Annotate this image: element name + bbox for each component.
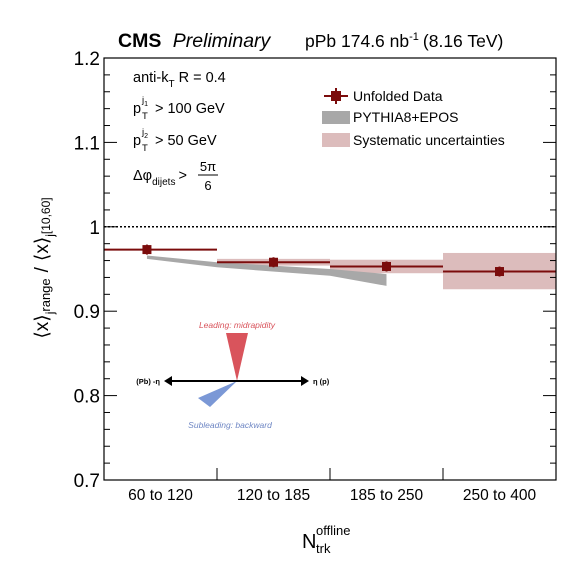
xlabel-sub: trk bbox=[316, 541, 331, 556]
pt2-label: p bbox=[133, 133, 141, 149]
pt2-sup: j bbox=[141, 127, 144, 138]
xlabel-sup: offline bbox=[316, 523, 350, 538]
y-tick-label: 0.9 bbox=[74, 302, 100, 323]
y-tick-label: 0.8 bbox=[74, 387, 100, 408]
legend-mc-label: PYTHIA8+EPOS bbox=[353, 109, 458, 125]
legend-data-marker bbox=[331, 91, 341, 101]
dphi-denominator: 6 bbox=[204, 178, 211, 193]
ylabel-den-subsub: [10,60] bbox=[39, 197, 53, 234]
svg-text:anti-kTR = 0.4: anti-kT R = 0.4 bbox=[133, 70, 226, 90]
subleading-jet-cone bbox=[198, 381, 237, 407]
pt1-supsub: 1 bbox=[144, 101, 148, 108]
left-eta-label: (Pb) -η bbox=[136, 377, 160, 386]
pt1-label: p bbox=[133, 101, 141, 117]
energy-label: (8.16 TeV) bbox=[423, 31, 503, 51]
leading-jet-cone bbox=[226, 333, 248, 381]
experiment-label: CMS bbox=[118, 30, 161, 52]
data-point-2 bbox=[269, 257, 278, 267]
dphi-numerator: 5π bbox=[200, 159, 216, 174]
pt2-sub: T bbox=[142, 143, 148, 154]
pt1-sub: T bbox=[142, 111, 148, 122]
x-tick-label: 185 to 250 bbox=[350, 487, 424, 504]
ylabel-div: / bbox=[32, 266, 53, 272]
x-tick-label: 60 to 120 bbox=[128, 487, 193, 504]
right-eta-label: η (p) bbox=[313, 377, 330, 386]
svg-text:p: p bbox=[133, 101, 141, 117]
ylabel-den: ⟨x⟩ bbox=[32, 237, 53, 261]
lumi-exponent: -1 bbox=[409, 31, 419, 43]
subleading-label: Subleading: backward bbox=[188, 420, 272, 430]
x-tick-label: 250 to 400 bbox=[463, 487, 537, 504]
legend-data-label: Unfolded Data bbox=[353, 88, 443, 104]
jet-algo-label: anti-k bbox=[133, 70, 169, 86]
jet-algo-sub: T bbox=[168, 79, 174, 90]
legend-mc-swatch bbox=[322, 111, 350, 124]
legend: Unfolded Data PYTHIA8+EPOS Systematic un… bbox=[322, 88, 505, 148]
pt1-sup: j bbox=[141, 95, 144, 106]
dphi-sub: dijets bbox=[152, 177, 175, 188]
y-tick-label: 1 bbox=[89, 218, 100, 239]
legend-syst-label: Systematic uncertainties bbox=[353, 132, 505, 148]
svg-text:CMS Preliminary: CMS Preliminary bbox=[118, 30, 272, 52]
y-tick-label: 1.1 bbox=[74, 133, 100, 154]
xlabel-base: N bbox=[302, 531, 316, 553]
data-point-4 bbox=[495, 267, 504, 277]
leading-label: Leading: midrapidity bbox=[199, 320, 276, 330]
pt1-cut: > 100 GeV bbox=[155, 101, 225, 117]
legend-syst-swatch bbox=[322, 133, 350, 147]
ylabel-subsub: range bbox=[38, 278, 53, 311]
data-point-3 bbox=[382, 261, 391, 271]
data-point-1 bbox=[142, 245, 152, 255]
lumi-label: pPb 174.6 nb bbox=[305, 31, 409, 51]
svg-text:pPb 174.6 nb-1(8.16 TeV): pPb 174.6 nb-1 (8.16 TeV) bbox=[305, 31, 503, 51]
y-axis-title: ⟨x⟩jrange/⟨x⟩j[10,60] bbox=[32, 197, 57, 338]
svg-text:j1: j1 bbox=[141, 95, 148, 108]
ylabel-sub: j bbox=[43, 312, 57, 316]
x-tick-label: 120 to 185 bbox=[237, 487, 310, 504]
svg-text:p: p bbox=[133, 133, 141, 149]
dphi-label: Δφ bbox=[133, 168, 152, 184]
y-tick-label: 0.7 bbox=[74, 471, 100, 492]
svg-text:Δφdijets>: Δφdijets > bbox=[133, 168, 187, 188]
pt2-cut: > 50 GeV bbox=[155, 133, 217, 149]
right-arrow-icon bbox=[301, 376, 309, 386]
status-label: Preliminary bbox=[173, 30, 272, 52]
pt2-supsub: 2 bbox=[144, 133, 148, 140]
mc-band bbox=[146, 255, 387, 286]
cut-annotations: anti-kT R = 0.4 p j1 T > 100 GeV p j2 T >… bbox=[133, 70, 226, 193]
plot-area: 0.7 0.8 0.9 1 1.1 1.2 60 to 120 120 to 185 185 t… bbox=[74, 49, 557, 504]
dphi-op: > bbox=[178, 168, 186, 184]
ylabel-den-sub: j bbox=[43, 234, 57, 238]
jet-radius-label: R = 0.4 bbox=[179, 70, 226, 86]
x-axis-title: N offline trk bbox=[302, 523, 350, 556]
ylabel-main: ⟨x⟩ bbox=[32, 314, 53, 338]
svg-text:j2: j2 bbox=[141, 127, 148, 140]
rapidity-sketch: Leading: midrapidity Subleading: backwar… bbox=[136, 320, 329, 430]
left-arrow-icon bbox=[164, 376, 172, 386]
svg-text:⟨x⟩jrange/⟨x⟩j[10,60]: ⟨x⟩jrange/⟨x⟩j[10,60] bbox=[32, 197, 57, 338]
y-tick-label: 1.2 bbox=[74, 49, 100, 70]
